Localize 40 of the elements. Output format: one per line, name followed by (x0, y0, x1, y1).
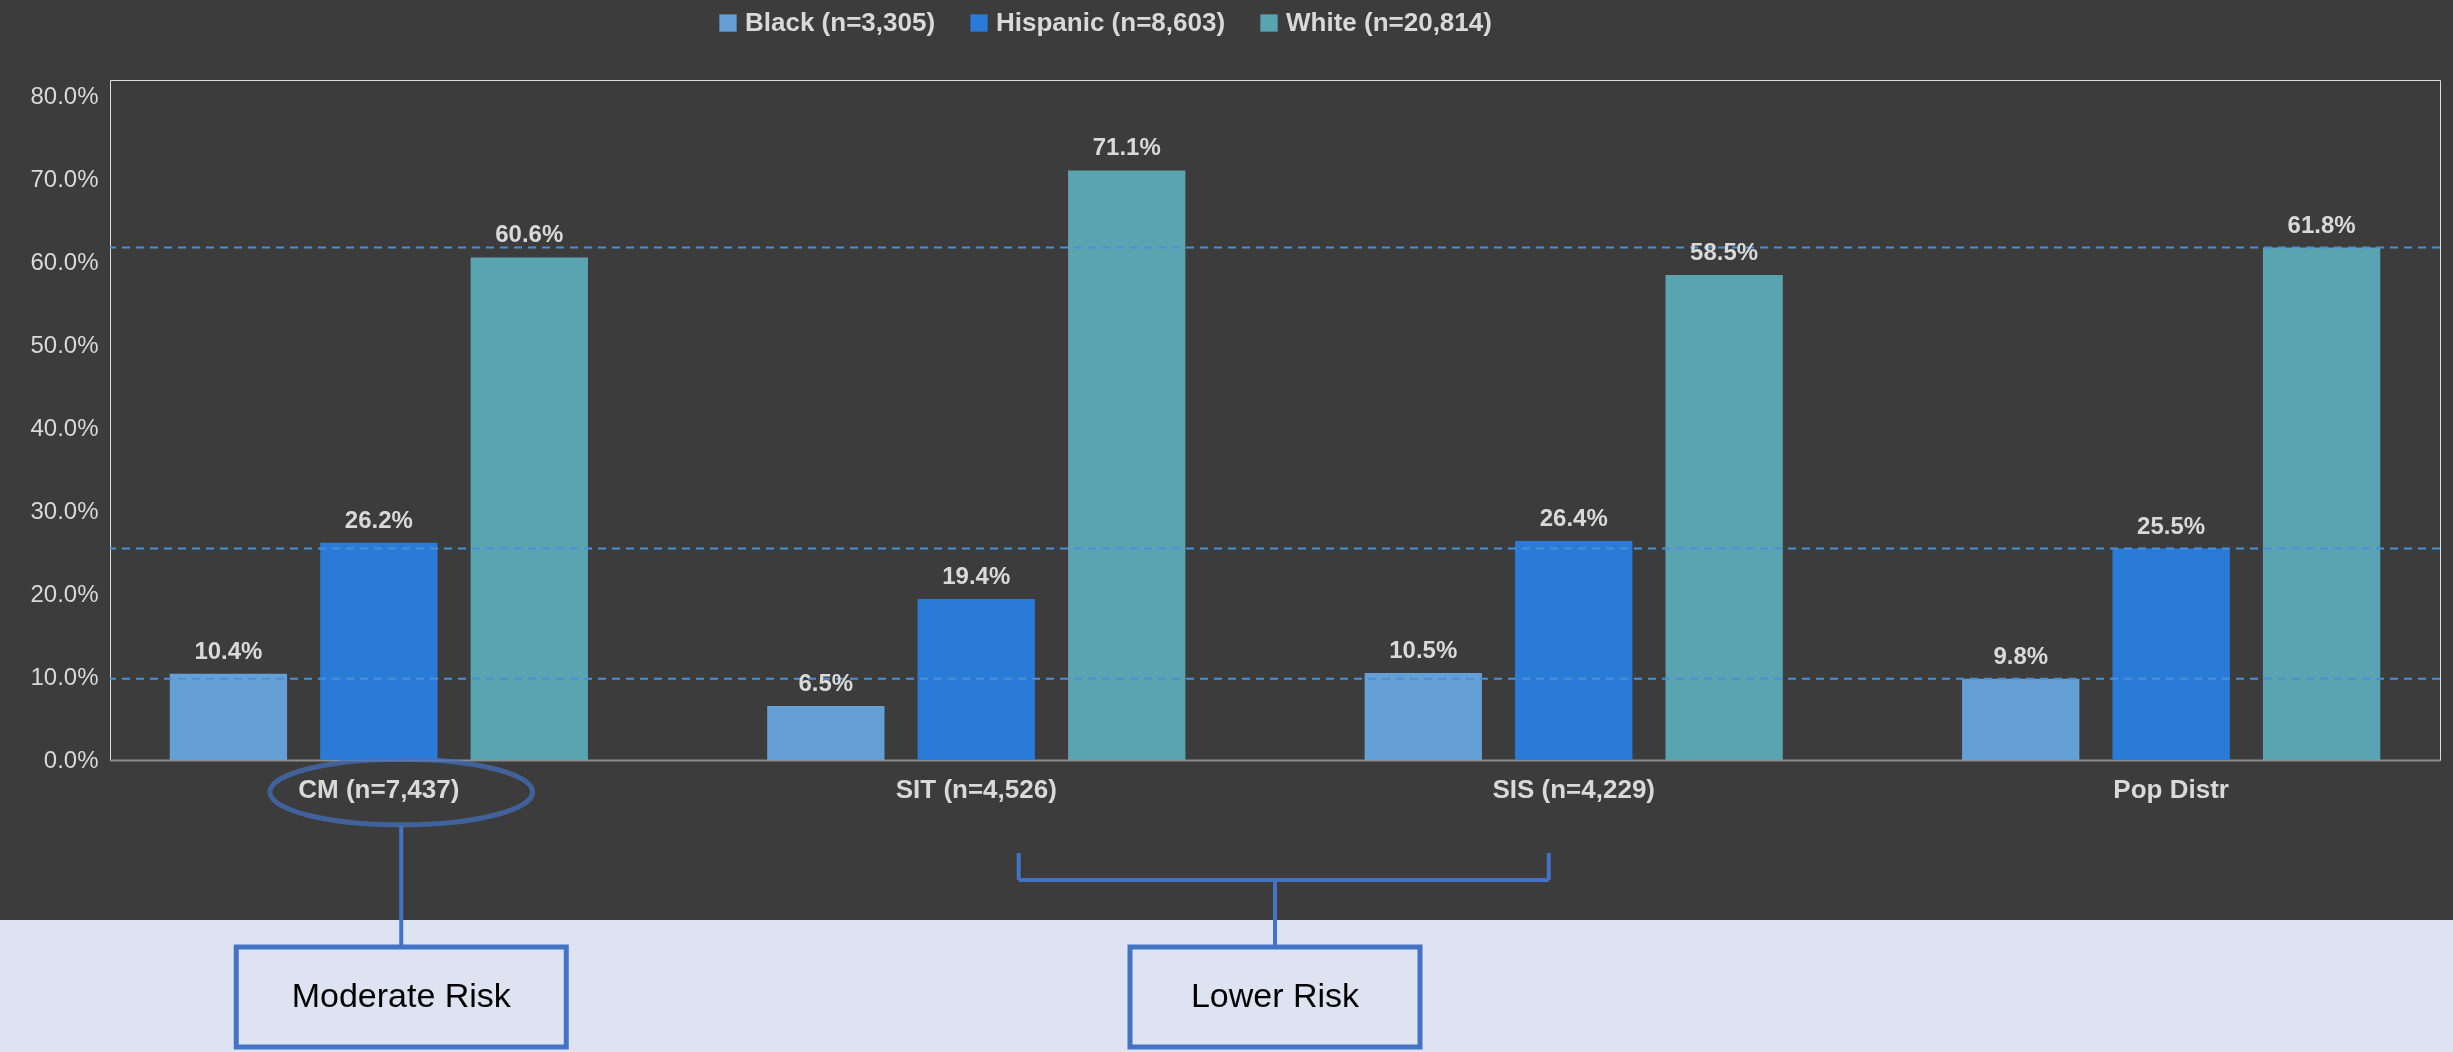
data-label: 10.4% (194, 636, 263, 664)
y-tick-label: 10.0% (30, 662, 99, 690)
legend-label: White (n=20,814) (1286, 7, 1492, 37)
bar (1962, 678, 2080, 760)
data-label: 25.5% (2137, 511, 2206, 539)
text: Moderate Risk (291, 976, 512, 1014)
data-label: 60.6% (495, 220, 564, 248)
bar (1068, 170, 1186, 760)
bar (767, 706, 885, 760)
data-label: 26.2% (344, 505, 413, 533)
data-label: 71.1% (1092, 133, 1161, 161)
y-tick-label: 80.0% (30, 82, 99, 110)
bar (1364, 672, 1482, 760)
legend-label: Black (n=3,305) (745, 7, 936, 37)
y-tick-label: 20.0% (30, 579, 99, 607)
x-tick-label: CM (n=7,437) (298, 773, 460, 804)
bar (1665, 274, 1783, 760)
data-label: 58.5% (1690, 237, 1759, 265)
y-tick-label: 70.0% (30, 165, 99, 193)
bar (2112, 548, 2230, 760)
y-tick-label: 50.0% (30, 330, 99, 358)
data-label: 19.4% (942, 562, 1011, 590)
y-tick-label: 0.0% (43, 745, 99, 773)
y-tick-label: 30.0% (30, 496, 99, 524)
data-label: 9.8% (1993, 641, 2049, 669)
x-tick-label: SIS (n=4,229) (1492, 773, 1656, 804)
data-label: 6.5% (798, 669, 854, 697)
y-tick-label: 60.0% (30, 247, 99, 275)
legend-label: Hispanic (n=8,603) (996, 7, 1226, 37)
data-label: 10.5% (1389, 635, 1458, 663)
data-label: 61.8% (2287, 210, 2356, 238)
bar (169, 673, 288, 760)
x-tick-label: Pop Distr (2113, 773, 2229, 804)
text: Lower Risk (1190, 976, 1361, 1014)
bar (1515, 541, 1633, 760)
bar (2262, 247, 2381, 760)
data-label: 26.4% (1539, 504, 1608, 532)
x-tick-label: SIT (n=4,526) (895, 773, 1057, 804)
bar (917, 599, 1035, 760)
y-tick-label: 40.0% (30, 413, 99, 441)
